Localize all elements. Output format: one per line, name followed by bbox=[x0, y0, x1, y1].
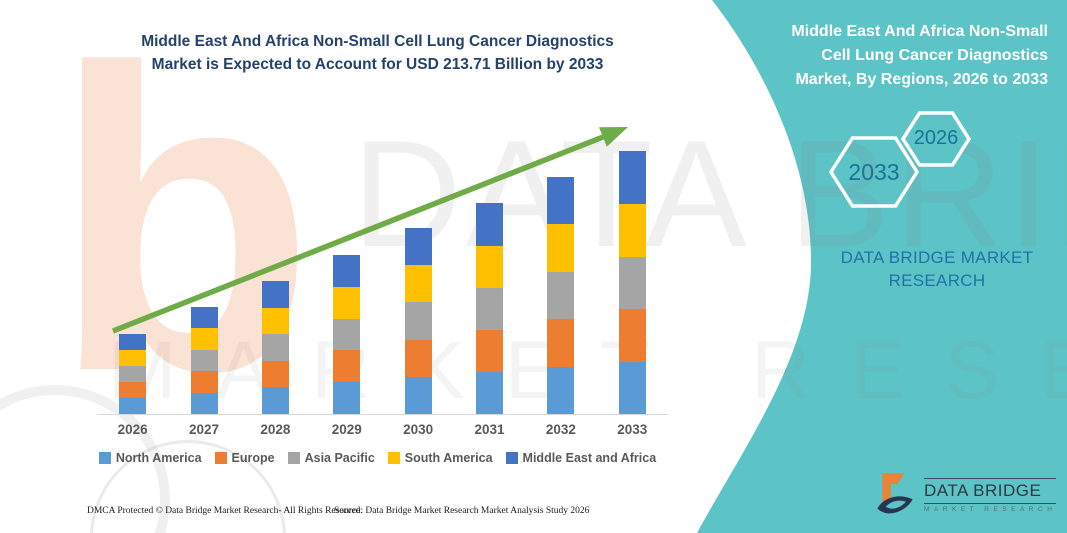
bar-segment-middle-east-and-africa bbox=[190, 307, 218, 329]
legend-item-europe: Europe bbox=[214, 451, 275, 465]
bar-segment-middle-east-and-africa bbox=[404, 228, 432, 266]
footer-dmca-text: DMCA Protected © Data Bridge Market Rese… bbox=[87, 506, 363, 516]
bar-segment-europe bbox=[476, 329, 504, 372]
bar-segment-asia-pacific bbox=[547, 271, 575, 319]
bar-segment-north-america bbox=[404, 376, 432, 414]
bar-column-2033 bbox=[597, 150, 668, 414]
x-axis-tick-2030: 2030 bbox=[403, 422, 434, 437]
bar-segment-middle-east-and-africa bbox=[547, 176, 575, 224]
brand-name-text: DATA BRIDGE MARKET RESEARCH bbox=[840, 248, 1034, 290]
legend-swatch-europe bbox=[214, 452, 227, 464]
legend-item-middle-east-and-africa: Middle East and Africa bbox=[505, 451, 657, 465]
bar-segment-north-america bbox=[119, 398, 147, 414]
bar-segment-south-america bbox=[190, 328, 218, 350]
bar-column-2030 bbox=[383, 150, 454, 414]
data-bridge-logo: DATA BRIDGE MARKET RESEARCH bbox=[874, 470, 1057, 520]
x-axis-labels: 2026 2027 2028 2029 2030 2031 2032 2033 bbox=[97, 422, 668, 437]
hexagon-year-2033: 2033 bbox=[848, 159, 900, 185]
bar-segment-south-america bbox=[333, 286, 361, 319]
logo-subtitle: MARKET RESEARCH bbox=[924, 505, 1057, 513]
bar-segment-asia-pacific bbox=[190, 349, 218, 372]
legend-label-south-america: South America bbox=[404, 451, 493, 465]
chart-title: Middle East And Africa Non-Small Cell Lu… bbox=[141, 33, 614, 74]
bar-segment-north-america bbox=[476, 371, 504, 414]
stacked-bar-2028 bbox=[261, 281, 289, 414]
bar-segment-europe bbox=[261, 360, 289, 388]
bar-segment-south-america bbox=[119, 350, 147, 366]
bar-segment-asia-pacific bbox=[261, 334, 289, 361]
bar-segment-europe bbox=[190, 371, 218, 393]
stacked-bar-2029 bbox=[333, 255, 361, 414]
bar-segment-europe bbox=[119, 382, 147, 398]
stacked-bar-2033 bbox=[618, 151, 646, 414]
x-axis-tick-2029: 2029 bbox=[331, 422, 362, 437]
legend: North America Europe Asia Pacific South Ame… bbox=[85, 451, 670, 465]
bar-segment-asia-pacific bbox=[119, 366, 147, 382]
bar-segment-middle-east-and-africa bbox=[618, 151, 646, 204]
bar-column-2031 bbox=[454, 150, 525, 414]
legend-item-asia-pacific: Asia Pacific bbox=[287, 451, 375, 465]
x-axis-tick-2033: 2033 bbox=[617, 422, 648, 437]
bar-segment-south-america bbox=[261, 307, 289, 335]
bar-segment-europe bbox=[547, 319, 575, 367]
stacked-bar-chart: Middle East And Africa Non-Small Cell Lu… bbox=[85, 30, 670, 490]
legend-item-south-america: South America bbox=[387, 451, 493, 465]
logo-name: DATA BRIDGE bbox=[924, 477, 1057, 504]
legend-swatch-north-america bbox=[98, 452, 111, 464]
side-panel-title: Middle East And Africa Non-Small Cell Lu… bbox=[791, 23, 1048, 88]
x-axis-tick-2032: 2032 bbox=[545, 422, 576, 437]
legend-swatch-asia-pacific bbox=[287, 452, 300, 464]
bar-segment-south-america bbox=[476, 245, 504, 288]
x-axis-tick-2031: 2031 bbox=[474, 422, 505, 437]
bar-segment-asia-pacific bbox=[618, 256, 646, 309]
bar-segment-south-america bbox=[618, 204, 646, 257]
bar-segment-middle-east-and-africa bbox=[261, 281, 289, 308]
stacked-bar-2031 bbox=[476, 203, 504, 414]
bar-column-2032 bbox=[525, 150, 596, 414]
bar-column-2028 bbox=[240, 150, 311, 414]
bar-column-2029 bbox=[311, 150, 382, 414]
data-bridge-logo-icon bbox=[877, 473, 913, 514]
footer-source-text: Source: Data Bridge Market Research Mark… bbox=[334, 506, 590, 516]
bar-segment-north-america bbox=[333, 382, 361, 414]
bar-segment-south-america bbox=[404, 265, 432, 303]
bar-segment-north-america bbox=[261, 387, 289, 414]
bar-segment-europe bbox=[618, 309, 646, 362]
logo-text-block: DATA BRIDGE MARKET RESEARCH bbox=[924, 477, 1057, 513]
stacked-bar-2030 bbox=[404, 228, 432, 414]
bar-segment-middle-east-and-africa bbox=[119, 334, 147, 350]
bar-segment-europe bbox=[333, 350, 361, 383]
bar-segment-north-america bbox=[618, 361, 646, 414]
bar-segment-north-america bbox=[547, 366, 575, 414]
bar-segment-middle-east-and-africa bbox=[333, 255, 361, 287]
bar-segment-middle-east-and-africa bbox=[476, 203, 504, 246]
bar-segment-asia-pacific bbox=[404, 302, 432, 340]
hexagon-year-2026: 2026 bbox=[913, 127, 959, 149]
bar-segment-asia-pacific bbox=[333, 318, 361, 351]
bar-segment-south-america bbox=[547, 224, 575, 272]
stacked-bar-2032 bbox=[547, 176, 575, 414]
legend-label-europe: Europe bbox=[231, 451, 275, 465]
legend-item-north-america: North America bbox=[98, 451, 202, 465]
bar-column-2026 bbox=[97, 150, 168, 414]
bar-segment-europe bbox=[404, 339, 432, 377]
legend-label-north-america: North America bbox=[115, 451, 202, 465]
legend-label-asia-pacific: Asia Pacific bbox=[304, 451, 375, 465]
x-axis-tick-2028: 2028 bbox=[260, 422, 291, 437]
x-axis-tick-2026: 2026 bbox=[117, 422, 148, 437]
stacked-bar-2026 bbox=[119, 334, 147, 414]
bar-column-2027 bbox=[168, 150, 239, 414]
legend-swatch-middle-east-and-africa bbox=[505, 452, 518, 464]
legend-label-middle-east-and-africa: Middle East and Africa bbox=[522, 451, 657, 465]
plot-area bbox=[97, 150, 668, 415]
bar-segment-north-america bbox=[190, 392, 218, 414]
x-axis-tick-2027: 2027 bbox=[189, 422, 220, 437]
stacked-bar-2027 bbox=[190, 307, 218, 414]
bar-segment-asia-pacific bbox=[476, 287, 504, 330]
legend-swatch-south-america bbox=[387, 452, 400, 464]
